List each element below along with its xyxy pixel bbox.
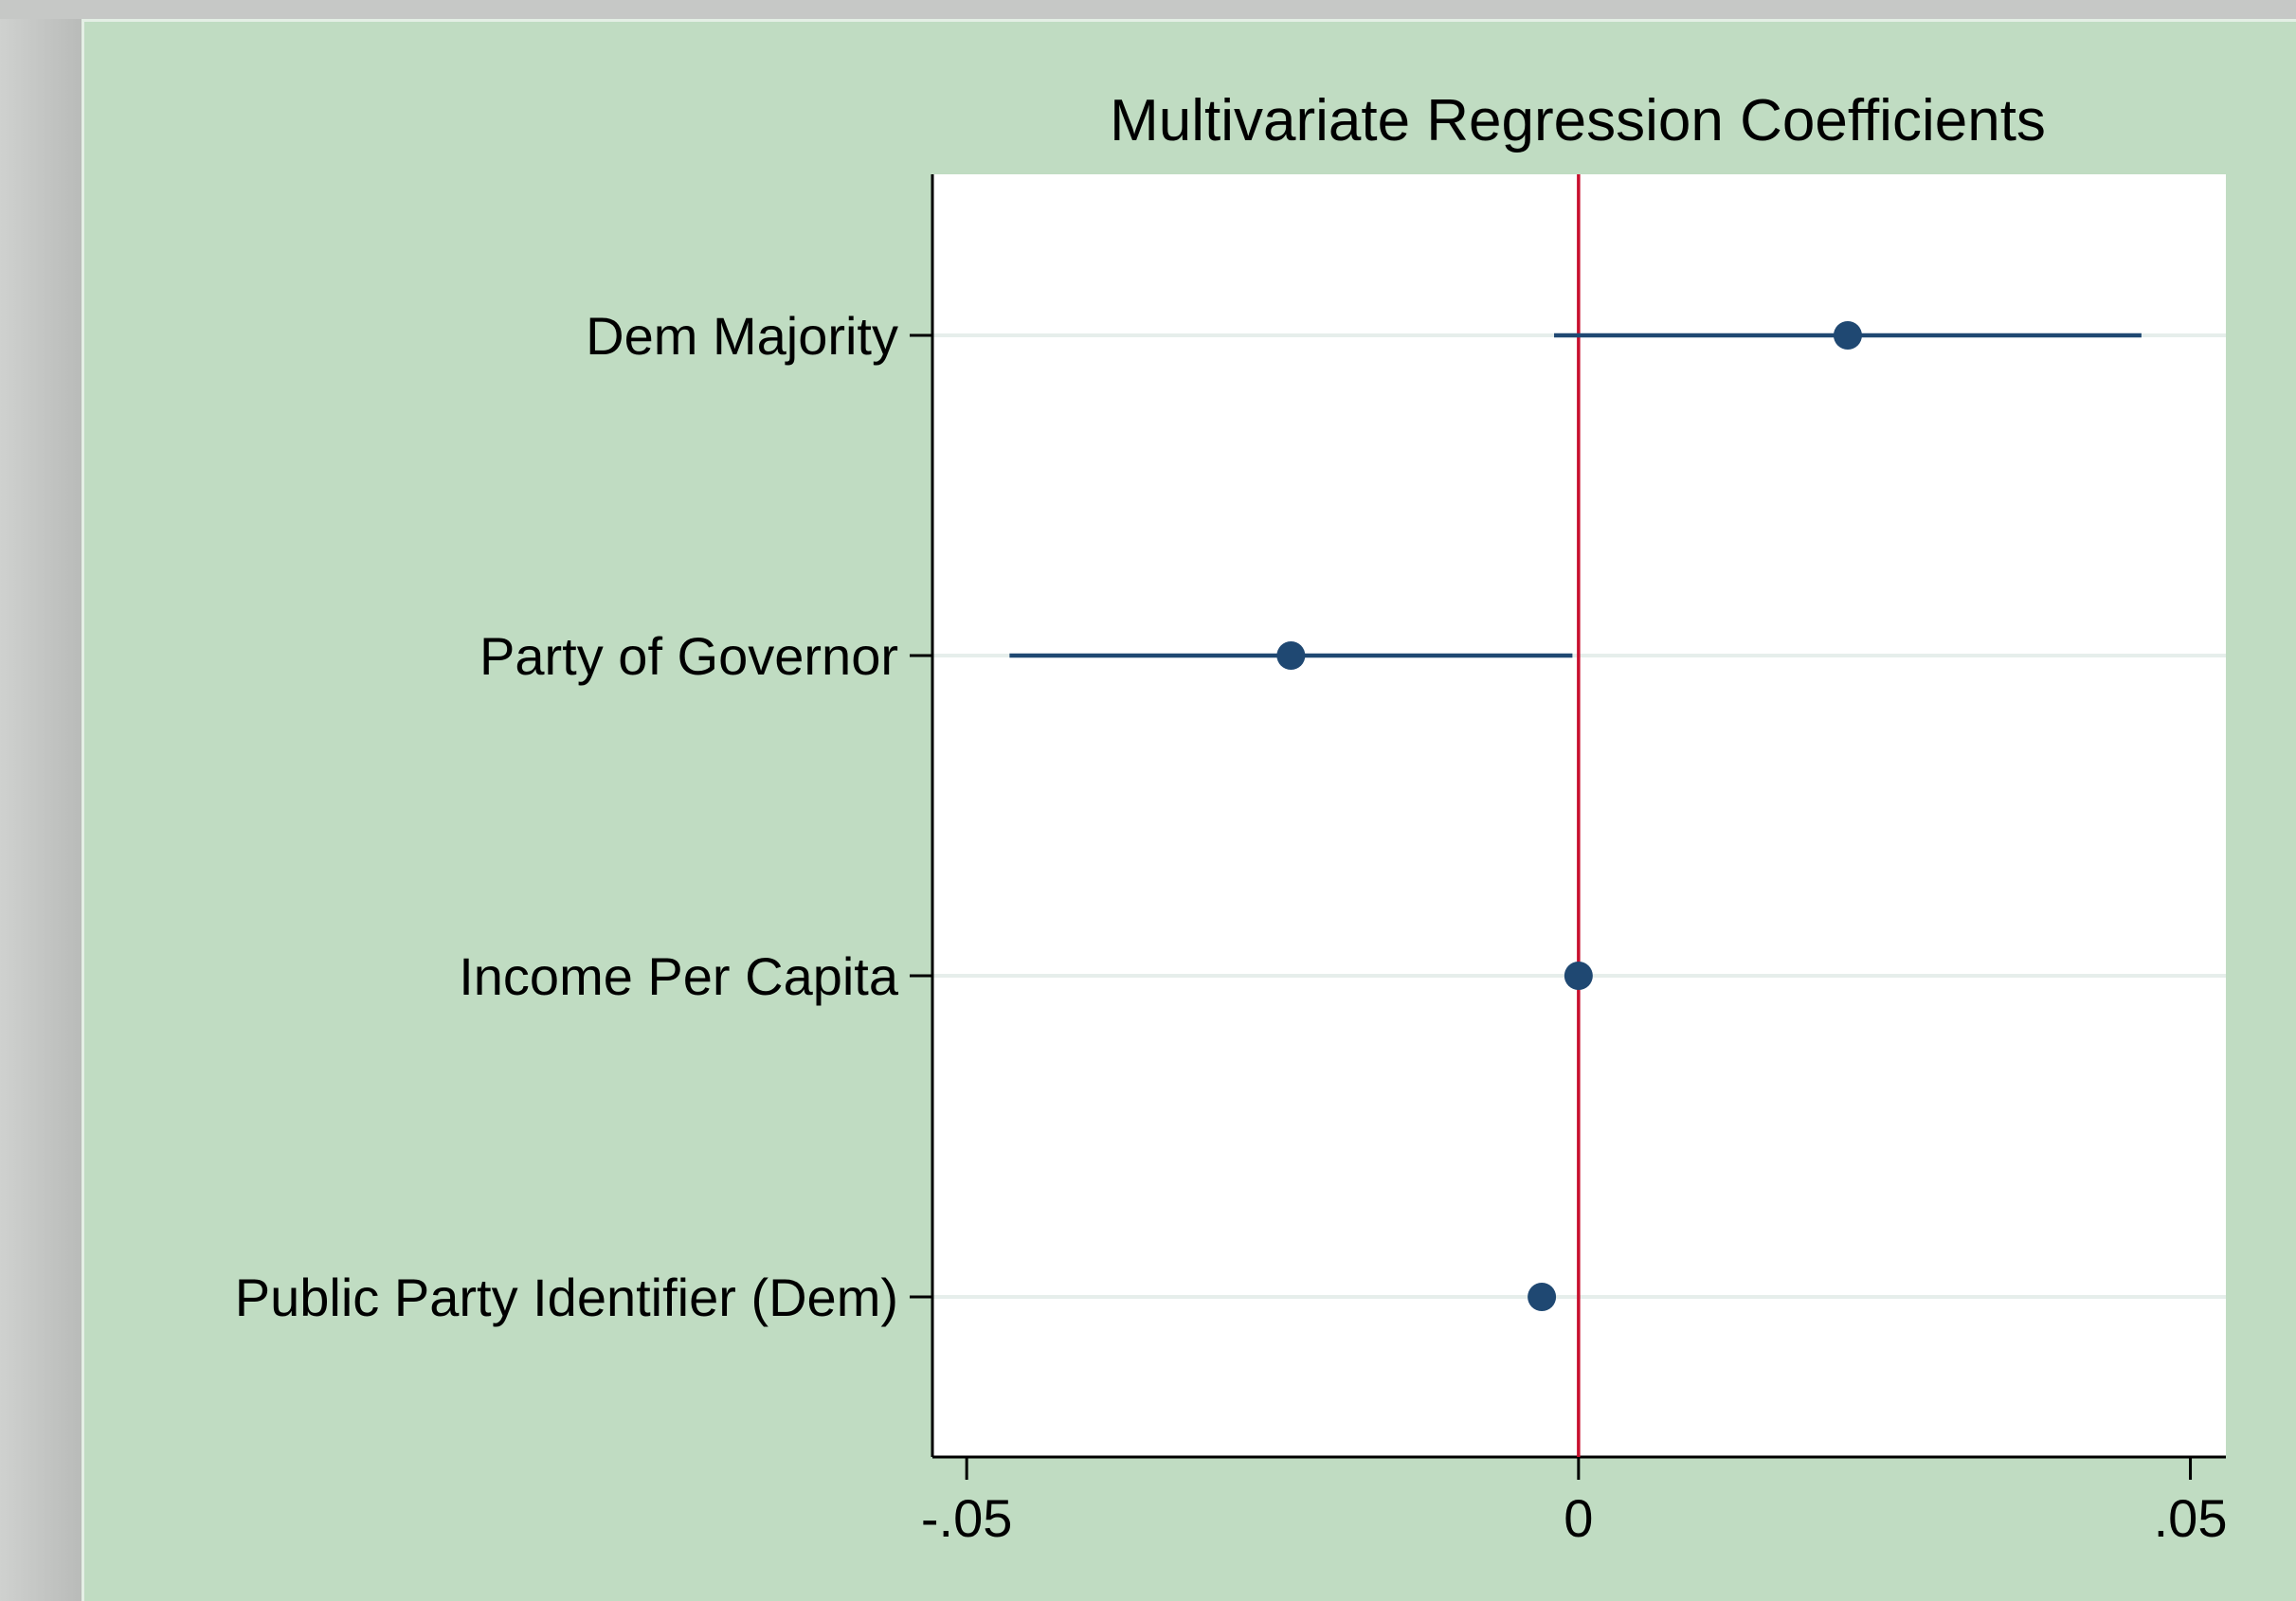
coefficient-marks (1009, 321, 2142, 1311)
coefficient-point (1833, 321, 1862, 350)
x-tick-label: 0 (1564, 1488, 1593, 1548)
window-top-edge (0, 0, 2296, 19)
coefficient-point (1276, 641, 1306, 670)
y-tick-label: Public Party Identifier (Dem) (235, 1268, 898, 1327)
x-tick-label: .05 (2154, 1488, 2228, 1548)
coefficient-point (1528, 1283, 1557, 1311)
y-tick-label: Dem Majority (586, 306, 898, 366)
axis-labels: Dem Majority Party of Governor Income Per … (235, 306, 2228, 1548)
window-left-edge (0, 0, 81, 1601)
y-tick-label: Income Per Capita (459, 946, 899, 1006)
chart-title: Multivariate Regression Coefficients (1110, 88, 2046, 153)
coefficient-point (1564, 962, 1593, 990)
x-tick-label: -.05 (921, 1488, 1013, 1548)
y-tick-label: Party of Governor (479, 626, 898, 686)
